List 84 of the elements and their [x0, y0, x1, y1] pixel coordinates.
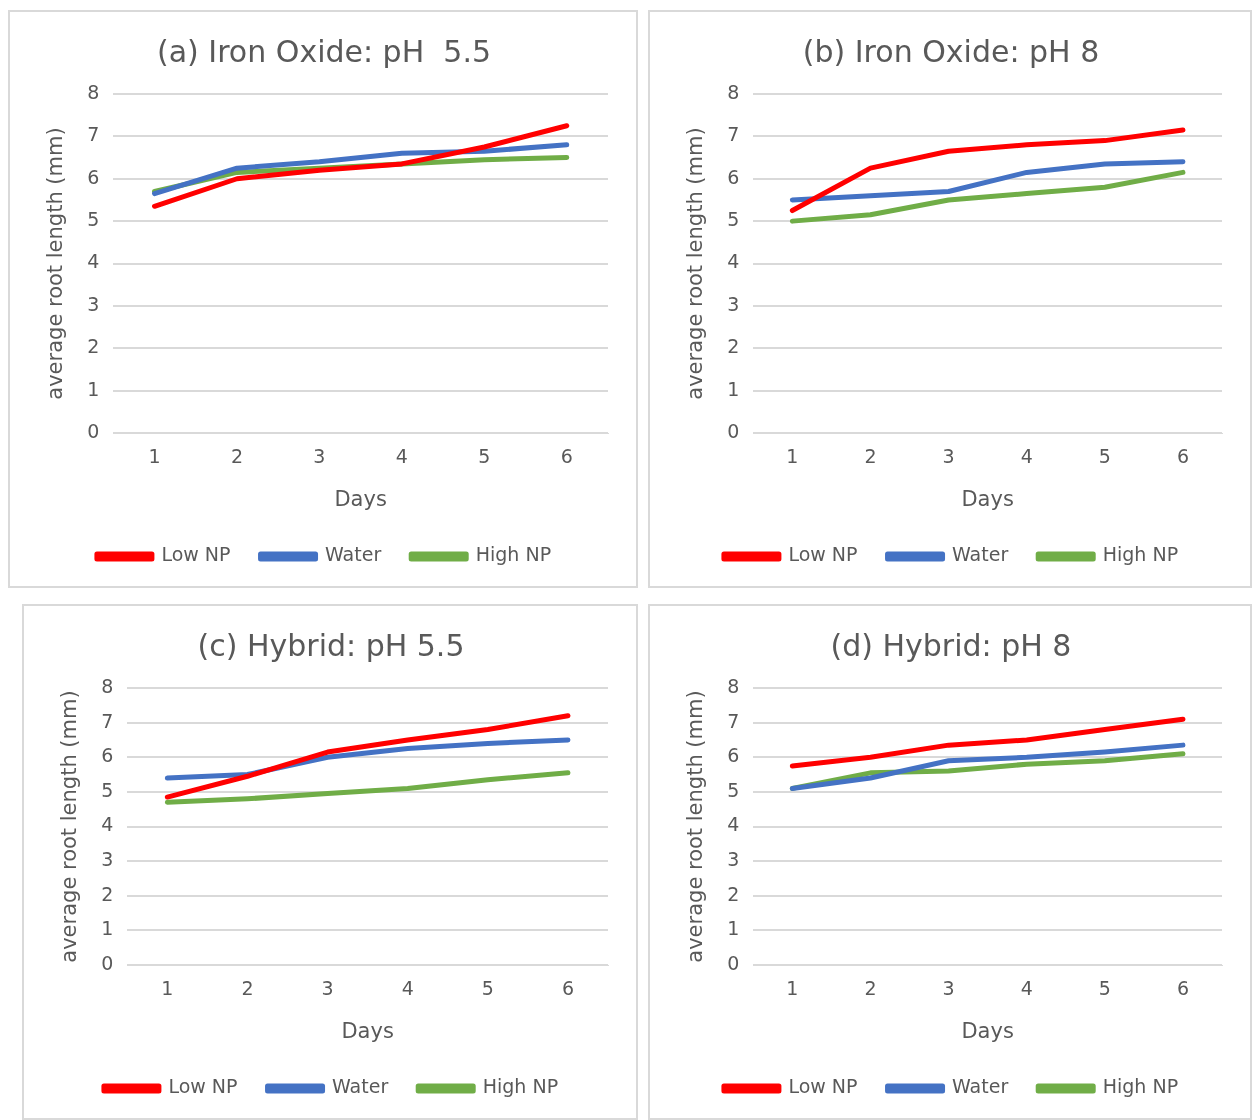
- legend-label: Water: [325, 543, 382, 566]
- y-axis-title: average root length (mm): [43, 127, 68, 400]
- legend-label: Low NP: [788, 1075, 858, 1098]
- chart-title: (c) Hybrid: pH 5.5: [197, 627, 465, 663]
- x-axis-title: Days: [334, 486, 387, 511]
- y-tick-label: 4: [101, 813, 114, 836]
- x-tick-label: 3: [942, 977, 955, 1000]
- legend-label: Low NP: [161, 543, 231, 566]
- x-tick-label: 3: [321, 977, 334, 1000]
- y-tick-label: 2: [727, 882, 740, 905]
- y-tick-label: 0: [101, 951, 114, 974]
- x-tick-label: 2: [230, 445, 244, 468]
- y-tick-label: 1: [727, 377, 740, 400]
- x-tick-label: 2: [241, 977, 254, 1000]
- y-tick-label: 0: [87, 419, 100, 442]
- x-tick-label: 5: [1098, 445, 1111, 468]
- y-tick-label: 1: [87, 377, 100, 400]
- y-tick-label: 3: [727, 848, 740, 871]
- x-tick-label: 1: [148, 445, 161, 468]
- chart-title: (a) Iron Oxide: pH 5.5: [157, 33, 491, 69]
- x-tick-label: 2: [864, 445, 877, 468]
- x-tick-label: 3: [313, 445, 326, 468]
- y-tick-label: 0: [727, 951, 740, 974]
- x-tick-label: 4: [1020, 445, 1033, 468]
- y-tick-label: 5: [727, 778, 740, 801]
- y-tick-label: 6: [87, 165, 100, 188]
- legend-label: High NP: [1102, 543, 1179, 566]
- y-tick-label: 2: [727, 335, 740, 358]
- x-tick-label: 1: [786, 445, 799, 468]
- y-tick-label: 3: [101, 848, 114, 871]
- legend-label: Water: [952, 1075, 1009, 1098]
- x-tick-label: 5: [1098, 977, 1111, 1000]
- legend-label: High NP: [482, 1075, 559, 1098]
- y-tick-label: 6: [727, 744, 740, 767]
- x-axis-title: Days: [341, 1018, 394, 1043]
- y-tick-label: 5: [727, 208, 740, 231]
- chart-title: (d) Hybrid: pH 8: [830, 627, 1072, 663]
- legend-label: High NP: [475, 543, 552, 566]
- y-axis-title: average root length (mm): [57, 690, 82, 963]
- x-tick-label: 1: [161, 977, 174, 1000]
- x-tick-label: 5: [478, 445, 491, 468]
- legend-label: Low NP: [788, 543, 858, 566]
- legend-label: High NP: [1102, 1075, 1179, 1098]
- y-tick-label: 1: [727, 917, 740, 940]
- x-tick-label: 1: [786, 977, 799, 1000]
- y-tick-label: 8: [727, 674, 740, 697]
- legend-label: Low NP: [168, 1075, 238, 1098]
- y-axis-title: average root length (mm): [683, 127, 708, 400]
- y-tick-label: 7: [87, 123, 100, 146]
- legend-label: Water: [332, 1075, 389, 1098]
- y-tick-label: 3: [727, 292, 740, 315]
- y-tick-label: 8: [87, 80, 100, 103]
- x-tick-label: 4: [401, 977, 414, 1000]
- y-tick-label: 0: [727, 419, 740, 442]
- x-tick-label: 5: [481, 977, 494, 1000]
- y-tick-label: 2: [101, 882, 114, 905]
- y-tick-label: 8: [727, 80, 740, 103]
- y-tick-label: 3: [87, 292, 100, 315]
- y-tick-label: 7: [727, 709, 740, 732]
- y-tick-label: 7: [101, 709, 114, 732]
- x-tick-label: 4: [395, 445, 408, 468]
- y-tick-label: 4: [87, 250, 100, 273]
- x-tick-label: 3: [942, 445, 955, 468]
- x-axis-title: Days: [961, 486, 1014, 511]
- y-tick-label: 8: [101, 674, 114, 697]
- y-tick-label: 6: [101, 744, 114, 767]
- y-tick-label: 4: [727, 813, 740, 836]
- y-tick-label: 5: [87, 208, 100, 231]
- y-tick-label: 7: [727, 123, 740, 146]
- chart-title: (b) Iron Oxide: pH 8: [802, 33, 1100, 69]
- legend-label: Water: [952, 543, 1009, 566]
- y-axis-title: average root length (mm): [683, 690, 708, 963]
- x-axis-title: Days: [961, 1018, 1014, 1043]
- y-tick-label: 1: [101, 917, 114, 940]
- x-tick-label: 6: [561, 977, 574, 1000]
- y-tick-label: 4: [727, 250, 740, 273]
- y-tick-label: 6: [727, 165, 740, 188]
- x-tick-label: 2: [864, 977, 877, 1000]
- x-tick-label: 6: [1176, 977, 1189, 1000]
- y-tick-label: 5: [101, 778, 114, 801]
- x-tick-label: 6: [560, 445, 573, 468]
- y-tick-label: 2: [87, 335, 100, 358]
- x-tick-label: 4: [1020, 977, 1033, 1000]
- x-tick-label: 6: [1176, 445, 1189, 468]
